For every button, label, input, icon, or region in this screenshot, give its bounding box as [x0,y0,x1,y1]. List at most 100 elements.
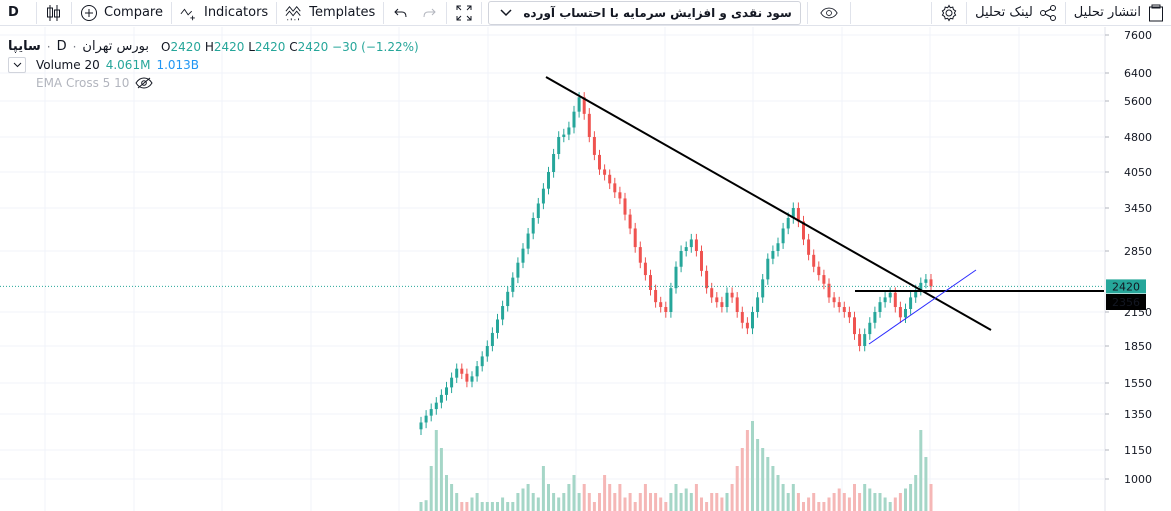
volume-bar [490,502,494,511]
volume-bar [506,502,510,511]
indicators-button[interactable]: Indicators [172,0,276,26]
publish-label: انتشار تحلیل [1073,5,1141,20]
volume-bar [424,500,428,511]
volume-bar [873,493,877,511]
volume-bar [572,475,576,511]
compare-label: Compare [104,5,163,20]
drawings[interactable] [0,76,1104,345]
candle-body [796,208,800,222]
volume-bar [791,484,795,511]
candle-body [460,368,464,374]
toolbar-divider [383,1,385,24]
visibility-button[interactable] [808,0,850,26]
publish-button[interactable]: انتشار تحلیل [1066,0,1171,26]
volume-label[interactable]: Volume 20 [36,58,100,72]
volume-bar [592,502,596,511]
undo-button[interactable] [384,0,418,26]
volume-bar [745,430,749,511]
symbol-button[interactable]: D [0,0,36,26]
candle-body [689,239,693,248]
fullscreen-button[interactable] [447,0,481,26]
volume-bar [669,493,673,511]
volume-bar [649,493,652,511]
candle-body [842,307,846,312]
volume-bar [822,502,826,511]
volume-bar [735,466,739,511]
volume-bar [501,497,505,511]
candle-body [557,137,561,154]
candle-body [924,279,928,283]
templates-icon [285,4,303,22]
hidden-eye-icon[interactable] [135,76,153,90]
legend-exchange: بورس تهران [82,39,149,54]
volume-bar [898,493,902,511]
legend-symbol-name[interactable]: سایپا [8,39,41,54]
candle-body [511,277,515,292]
candle-body [863,334,867,346]
candle-body [822,275,826,284]
candle-body [883,297,887,303]
candle-body [450,377,454,388]
volume-bar [771,466,775,511]
templates-button[interactable]: Templates [277,0,383,26]
chart-pane[interactable]: 1000 1150 1350 1550 1850 2150 2850 3450 4050 4800… [0,27,1171,511]
volume-bar [679,493,683,511]
document-icon [1147,4,1165,22]
candle-body [536,203,540,219]
volume-bars [419,421,933,511]
settings-button[interactable] [932,0,966,26]
price-chart[interactable]: 1000115013501550185021502850345040504800… [0,27,1171,511]
volume-bar [761,448,765,511]
volume-bar [684,488,688,511]
candle-body [496,319,499,333]
candle-body [531,218,535,234]
toolbar-divider [446,1,448,24]
redo-button[interactable] [418,0,446,26]
candle-body [914,290,918,298]
level-label: 2356 [1112,296,1140,309]
volume-bar [613,493,617,511]
volume-bar [531,493,535,511]
close-value: 2420 [297,40,329,54]
chart-type-button[interactable] [37,0,71,26]
volume-bar [766,457,770,511]
redo-icon [420,4,438,22]
volume-bar [807,497,811,511]
candle-body [598,154,601,170]
top-toolbar: D Compare Indicators Templates [0,0,1171,26]
candle-body [582,97,586,114]
volume-bar [715,493,719,511]
volume-bar [700,497,703,511]
collapse-legend-button[interactable] [8,57,26,73]
volume-bar [725,493,729,511]
axis-tick-label: 1000 [1124,473,1152,486]
candle-body [684,247,688,251]
open-value: 2420 [170,40,201,54]
volume-bar [730,484,734,511]
volume-bar [909,484,913,511]
volume-bar [526,484,530,511]
candle-body [613,183,617,193]
compare-button[interactable]: Compare [72,0,171,26]
candle-body [659,302,663,308]
ema-label[interactable]: EMA Cross 5 10 [36,76,130,90]
volume-bar [562,493,566,511]
dividend-adjustment-select[interactable]: سود نقدی و افزایش سرمایه با احتساب آورده [488,0,801,25]
candle-body [802,221,805,240]
volume-bar [817,502,821,511]
candles-icon [45,4,63,22]
support-trendline[interactable] [868,269,977,345]
volume-bar [485,502,489,511]
candle-body [587,113,591,137]
low-label: L [248,40,255,54]
undo-icon [392,4,410,22]
price-axis[interactable]: 1000115013501550185021502850345040504800… [1104,27,1171,511]
candle-body [623,198,627,215]
resistance-trendline[interactable] [545,76,992,331]
candle-body [516,262,520,278]
candle-body [832,297,836,303]
volume-bar [842,493,846,511]
share-link-button[interactable]: لینک تحلیل [967,0,1065,26]
candle-body [664,307,668,312]
volume-bar [521,488,525,511]
